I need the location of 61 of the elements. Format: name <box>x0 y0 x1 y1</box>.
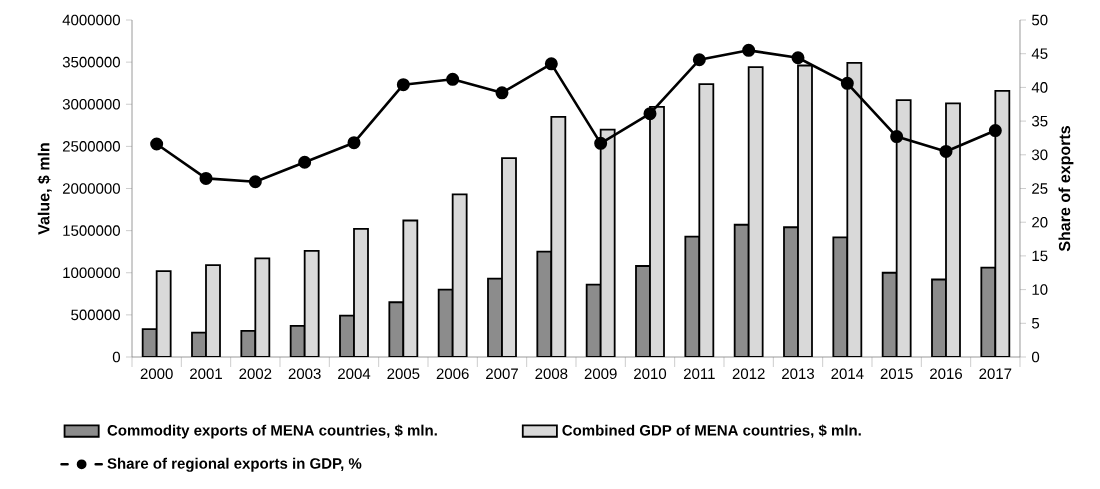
x-tick-label: 2006 <box>436 368 469 380</box>
x-tick-label: 2005 <box>387 368 420 380</box>
point <box>396 78 410 92</box>
y-tick-label: 1500000 <box>63 225 120 236</box>
y2-tick-label: 10 <box>1032 284 1048 295</box>
y-tick-label: 3500000 <box>62 56 120 68</box>
point <box>742 43 756 57</box>
x-tick-label: 2009 <box>584 368 617 380</box>
y-tick-label: 0 <box>112 351 120 363</box>
y2-tick-label: 35 <box>1031 115 1048 127</box>
y2-tick-label: 25 <box>1032 183 1048 194</box>
x-tick-label: 2001 <box>190 368 222 380</box>
x-tick-label: 2004 <box>338 368 371 380</box>
y-tick-label: 2500000 <box>62 141 120 152</box>
x-tick-label: 2002 <box>239 368 272 380</box>
point <box>988 124 1002 138</box>
point <box>495 86 509 100</box>
point <box>840 76 854 90</box>
y2-tick-label: 15 <box>1032 250 1048 262</box>
legend-label: Commodity exports of MENA countries, $ mln. <box>107 424 437 439</box>
y-tick-label: 3000000 <box>62 98 120 110</box>
point <box>594 136 608 150</box>
point <box>199 171 213 185</box>
y2-tick-label: 40 <box>1031 82 1048 93</box>
point <box>692 53 706 67</box>
point <box>248 175 262 189</box>
y-tick-label: 2000000 <box>62 183 120 194</box>
point <box>939 144 953 158</box>
point <box>446 72 460 86</box>
point <box>643 107 657 121</box>
y2-tick-label: 45 <box>1031 48 1048 59</box>
point <box>791 51 805 65</box>
x-tick-label: 2017 <box>979 368 1012 380</box>
y2-tick-label: 30 <box>1031 149 1048 161</box>
y-tick-label: 1000000 <box>63 267 120 279</box>
x-tick-label: 2010 <box>634 368 667 380</box>
y-tick-label: 4000000 <box>62 14 120 26</box>
point <box>890 130 904 144</box>
x-tick-label: 2012 <box>732 368 765 380</box>
x-tick-label: 2015 <box>880 368 913 380</box>
point <box>347 136 361 150</box>
y-tick-label: 500000 <box>71 309 120 321</box>
point <box>298 155 312 169</box>
legend-label: Share of regional exports in GDP, % <box>107 457 362 472</box>
x-tick-label: 2011 <box>683 368 715 380</box>
point <box>150 137 164 151</box>
x-tick-label: 2014 <box>831 368 864 380</box>
x-tick-label: 2007 <box>486 368 518 380</box>
y2-axis-title: Share of exports <box>1058 126 1074 252</box>
x-tick-label: 2013 <box>782 368 815 380</box>
x-tick-label: 2000 <box>140 368 173 380</box>
legend-label: Combined GDP of MENA countries, $ mln. <box>562 424 861 438</box>
y2-tick-label: 0 <box>1031 351 1040 363</box>
y-axis-title: Value, $ mln <box>37 143 52 235</box>
y2-tick-label: 50 <box>1031 14 1048 26</box>
x-tick-label: 2003 <box>288 368 321 380</box>
y2-tick-label: 5 <box>1031 318 1040 329</box>
x-tick-label: 2016 <box>930 368 963 380</box>
x-tick-label: 2008 <box>535 368 568 380</box>
point <box>544 57 558 71</box>
y2-tick-label: 20 <box>1032 216 1048 228</box>
